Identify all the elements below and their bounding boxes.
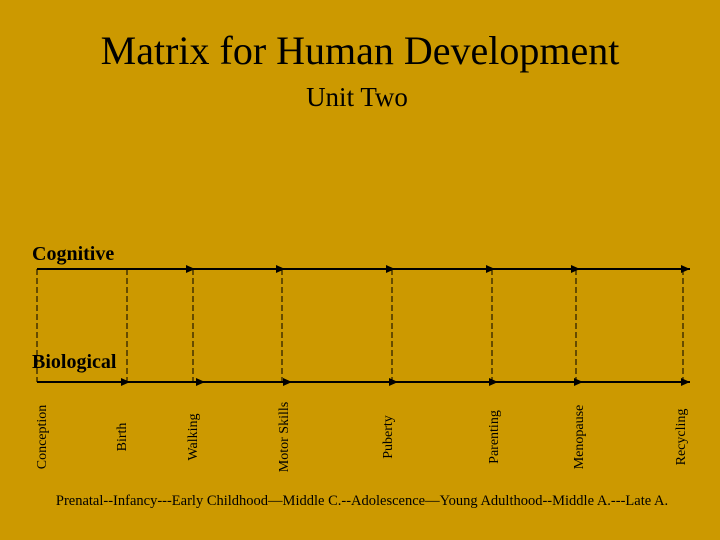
- arrowhead: [283, 378, 292, 386]
- cognitive-label: Cognitive: [32, 243, 114, 265]
- biological-label: Biological: [32, 351, 117, 373]
- stages: Prenatal--Infancy---Early Childhood—Midd…: [56, 493, 668, 509]
- milestone-label: Parenting: [487, 410, 502, 464]
- milestone-label: Birth: [115, 423, 130, 452]
- arrowhead: [196, 378, 205, 386]
- milestone-label: Conception: [35, 405, 50, 470]
- milestone-label: Menopause: [572, 405, 587, 470]
- subtitle: Unit Two: [306, 82, 408, 112]
- arrowhead: [386, 265, 395, 273]
- milestone-label: Puberty: [381, 415, 396, 459]
- arrowhead: [486, 265, 495, 273]
- milestone-group: Conception Birth Walking Motor Skills Pubert…: [35, 265, 690, 472]
- arrowhead: [276, 265, 285, 273]
- title: Matrix for Human Development: [101, 28, 620, 73]
- milestone-label: Recycling: [674, 409, 689, 466]
- arrowhead: [186, 265, 195, 273]
- arrowhead: [121, 378, 130, 386]
- arrowhead: [489, 378, 498, 386]
- arrowhead: [389, 378, 398, 386]
- milestone-label: Motor Skills: [277, 402, 292, 472]
- milestone-label: Walking: [186, 413, 201, 460]
